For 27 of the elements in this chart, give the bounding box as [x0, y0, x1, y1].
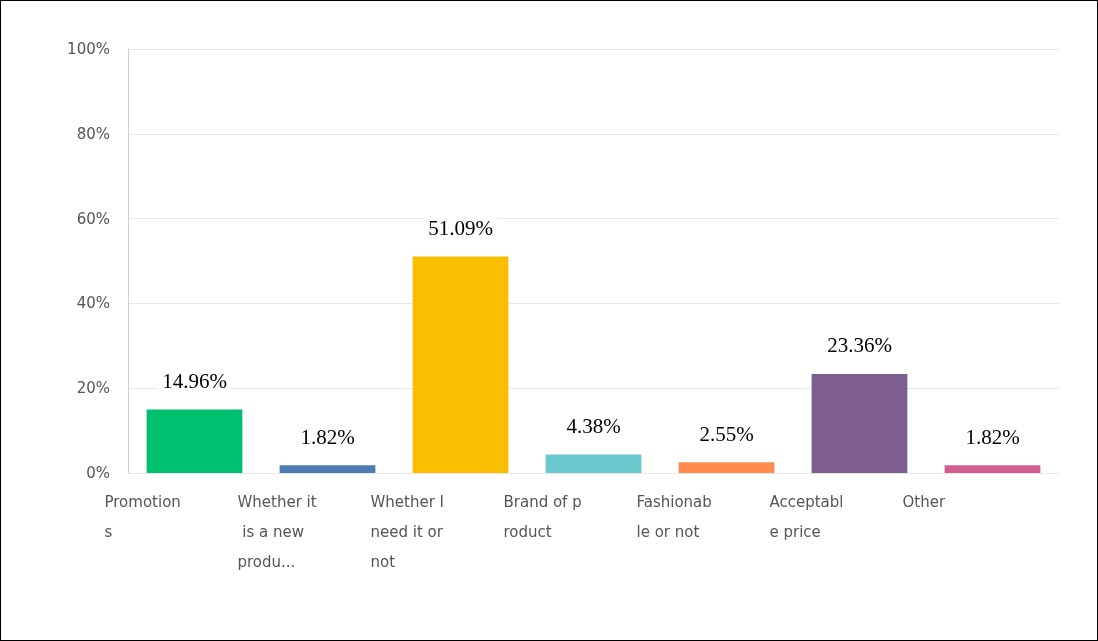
bar: [811, 373, 908, 473]
x-tick-label: Acceptable price: [769, 493, 844, 541]
x-tick-label: Whether it is a new produ...: [237, 493, 317, 571]
x-tick-label: Promotions: [104, 493, 181, 541]
data-label: 14.96%: [162, 369, 227, 394]
y-tick-label: 40%: [76, 294, 110, 313]
x-tick-label: Brand of product: [503, 493, 582, 541]
y-tick-label: 0%: [86, 464, 110, 482]
data-label: 1.82%: [965, 424, 1020, 449]
y-tick-label: 100%: [67, 40, 110, 58]
y-tick-label: 80%: [76, 124, 110, 143]
bar: [545, 454, 642, 473]
bar: [279, 465, 376, 473]
data-label: 51.09%: [428, 215, 493, 240]
bar: [146, 409, 243, 473]
data-label: 2.55%: [699, 421, 754, 446]
y-tick-label: 60%: [76, 209, 110, 228]
data-label: 4.38%: [566, 413, 621, 438]
bar: [944, 465, 1041, 473]
bar: [412, 256, 509, 473]
bar: [678, 462, 775, 473]
data-label: 1.82%: [300, 424, 355, 449]
y-tick-label: 20%: [76, 379, 110, 398]
data-label: 23.36%: [827, 333, 892, 358]
x-tick-label: Whether I need it or not: [370, 493, 449, 571]
x-tick-label: Other: [902, 493, 946, 511]
x-tick-label: Fashionable or not: [636, 493, 712, 541]
